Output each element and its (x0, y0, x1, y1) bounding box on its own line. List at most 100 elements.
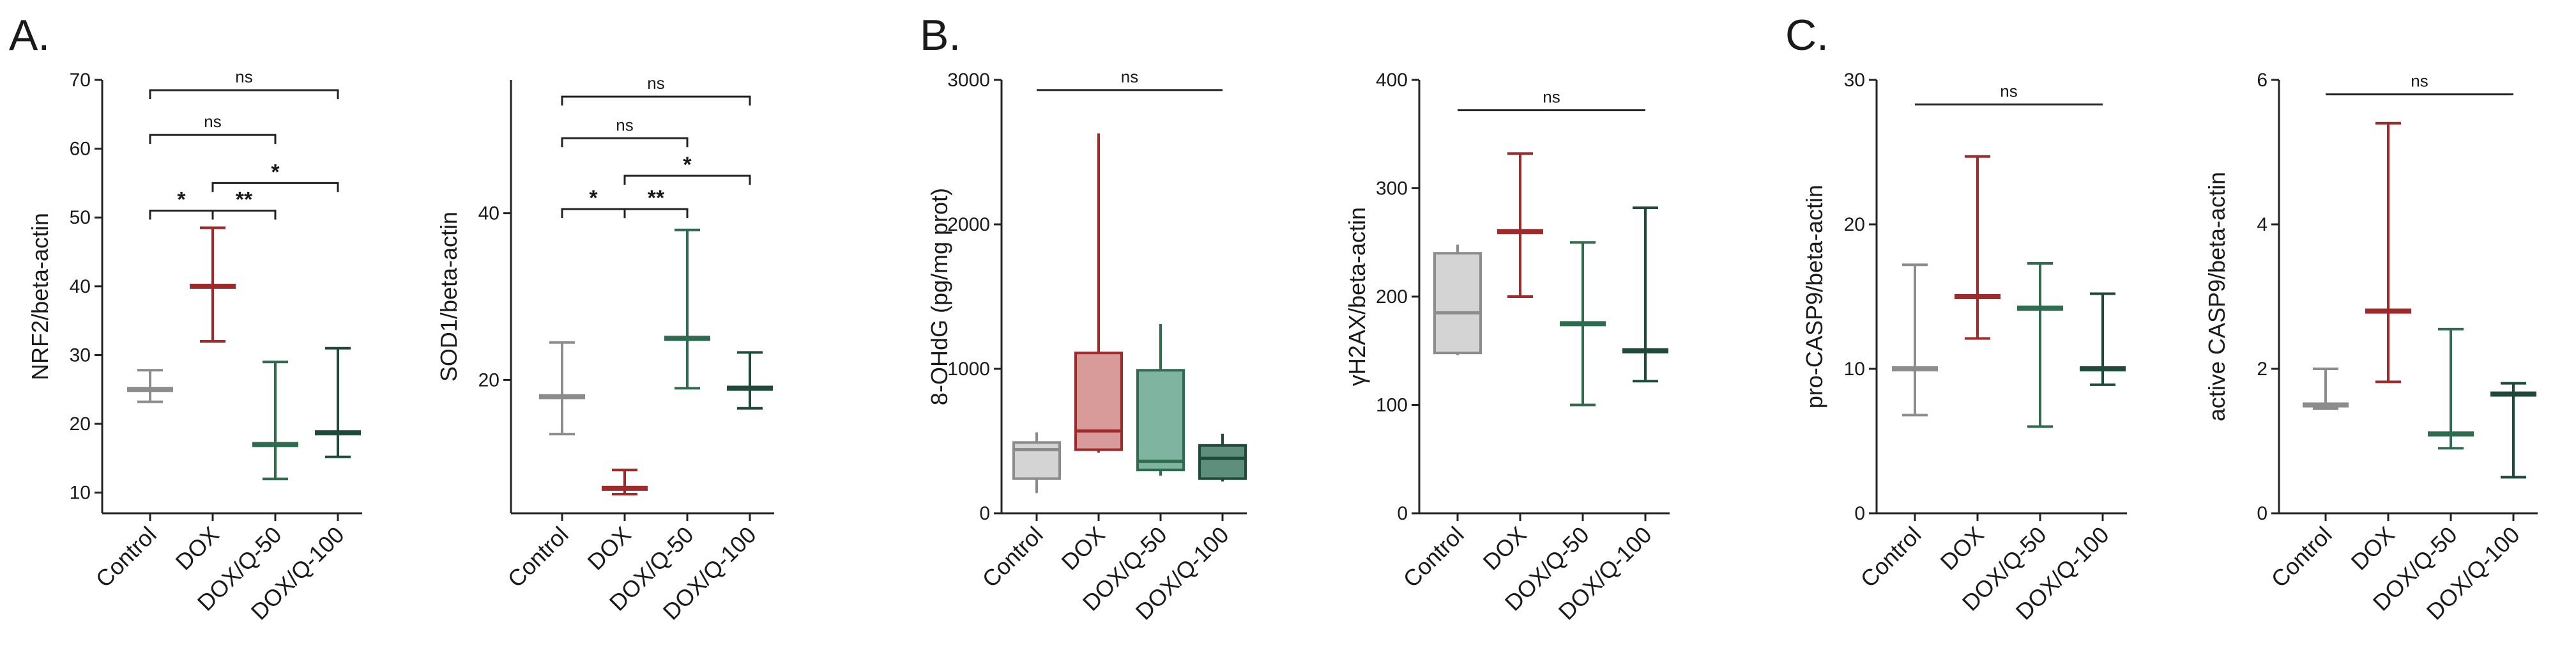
series-mark (1955, 155, 2001, 340)
panel-letter-c: C. (1785, 11, 1829, 59)
significance-label: * (683, 153, 692, 177)
significance-bracket: ns (149, 67, 339, 100)
series-mark (1560, 241, 1606, 407)
y-tick-label: 3000 (947, 70, 990, 91)
significance-bracket: ns (561, 74, 751, 106)
series-mark (252, 361, 298, 481)
y-tick-label: 70 (70, 70, 91, 91)
y-tick-label: 100 (1376, 395, 1408, 416)
significance-bracket: ns (149, 112, 277, 144)
series-mark (2017, 262, 2063, 428)
x-tick-label: DOX (171, 522, 224, 575)
y-tick-label: 0 (1854, 503, 1865, 524)
y-tick-label: 40 (70, 276, 91, 297)
y-tick-label: 300 (1376, 178, 1408, 199)
bracket-line (211, 182, 339, 192)
x-tick-label: Control (91, 522, 162, 593)
series-mark (190, 226, 236, 343)
y-tick-label: 6 (2257, 70, 2267, 91)
y-tick-label: 50 (70, 207, 91, 228)
series-mark (127, 369, 173, 403)
box (1074, 352, 1123, 451)
y-tick-label: 60 (70, 139, 91, 160)
x-tick-label: DOX (1056, 522, 1110, 575)
series-mark (1622, 206, 1668, 383)
significance-bracket: * (561, 186, 626, 219)
x-tick-label: DOX (583, 522, 636, 575)
bracket-line (149, 209, 214, 220)
y-tick-label: 2 (2257, 359, 2267, 380)
x-tick-label: Control (503, 522, 574, 593)
y-tick-label: 200 (1376, 286, 1408, 307)
x-tick-label: DOX (1478, 522, 1532, 575)
y-tick-label: 400 (1376, 70, 1408, 91)
significance-label: ns (2000, 81, 2017, 100)
significance-bracket: ns (1915, 81, 2103, 105)
y-tick-label: 2000 (947, 214, 990, 235)
series-mark (664, 228, 710, 390)
series-mark (1136, 323, 1185, 476)
significance-label: ** (236, 187, 253, 212)
significance-bracket: * (623, 153, 751, 185)
bracket-line (561, 208, 626, 219)
significance-bracket: ns (2326, 72, 2513, 96)
significance-label: ns (616, 115, 633, 134)
significance-label: ns (647, 74, 664, 93)
significance-bracket: ns (1037, 67, 1223, 91)
bracket-line (623, 175, 751, 185)
series-mark (1433, 244, 1482, 355)
bracket-line (149, 134, 277, 144)
y-tick-label: 30 (1844, 70, 1865, 91)
bracket-line (561, 95, 751, 106)
box (1198, 444, 1247, 480)
significance-bracket: * (149, 187, 214, 220)
series-mark (602, 469, 648, 496)
x-tick-label: Control (2266, 522, 2337, 593)
x-tick-label: DOX (1935, 522, 1989, 575)
bracket-line (149, 89, 339, 100)
significance-bracket: ** (211, 187, 277, 220)
significance-bracket: ns (561, 115, 689, 148)
y-axis-label: SOD1/beta-actin (436, 212, 462, 382)
series-mark (727, 351, 773, 410)
bracket-line (623, 208, 689, 219)
significance-label: ns (235, 67, 252, 86)
y-tick-label: 0 (1397, 503, 1408, 524)
series-mark (2428, 327, 2474, 450)
significance-bracket: ns (1458, 87, 1645, 111)
significance-label: * (589, 186, 598, 210)
y-axis-label: NRF2/beta-actin (27, 213, 53, 380)
y-tick-label: 10 (1844, 359, 1865, 380)
series-mark (2365, 121, 2411, 384)
series-mark (1497, 152, 1543, 298)
y-tick-label: 0 (2257, 503, 2267, 524)
y-tick-label: 20 (478, 369, 499, 391)
y-tick-label: 20 (70, 414, 91, 435)
y-tick-label: 20 (1844, 214, 1865, 235)
y-axis-label: pro-CASP9/beta-actin (1801, 185, 1827, 408)
series-mark (2303, 368, 2349, 410)
significance-label: * (177, 187, 186, 212)
significance-label: ns (2411, 72, 2428, 91)
significance-bracket: ** (623, 186, 689, 219)
series-mark (1892, 263, 1938, 417)
y-tick-label: 30 (70, 345, 91, 366)
box (1136, 369, 1185, 472)
y-tick-label: 10 (70, 483, 91, 504)
series-mark (2490, 382, 2536, 479)
x-tick-label: Control (977, 522, 1048, 593)
significance-label: ns (1543, 87, 1560, 106)
y-axis-label: 8-OHdG (pg/mg prot) (926, 188, 952, 405)
y-axis-label: γH2AX/beta-actin (1344, 207, 1370, 386)
significance-label: ** (648, 186, 665, 210)
bracket-line (211, 209, 277, 220)
bracket-line (561, 137, 689, 148)
series-mark (315, 346, 361, 458)
